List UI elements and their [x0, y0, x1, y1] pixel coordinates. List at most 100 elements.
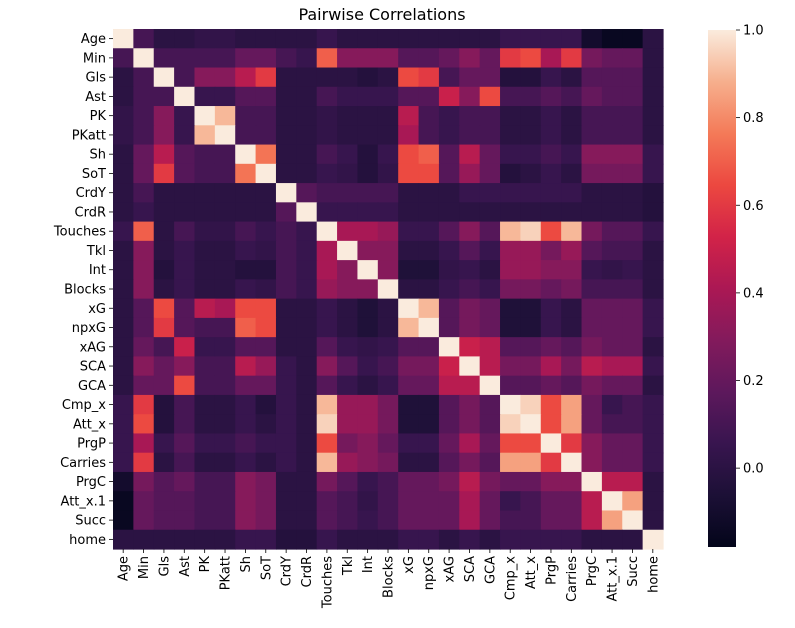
heatmap-cell	[316, 48, 338, 69]
heatmap-cell	[296, 317, 318, 338]
heatmap-cell	[153, 394, 175, 415]
x-tick-label: CrdY	[280, 556, 295, 586]
y-tick-label: Sh	[90, 148, 107, 163]
heatmap-cell	[377, 317, 399, 338]
heatmap-cell	[316, 529, 338, 550]
heatmap-cell	[275, 491, 297, 512]
heatmap-cell	[561, 67, 583, 88]
heatmap-cell	[235, 260, 257, 280]
heatmap-cell	[561, 491, 583, 512]
heatmap-cell	[601, 279, 623, 300]
heatmap-cell	[438, 394, 460, 415]
colorbar-ticks: 0.0 0.2 0.4 0.6 0.8 1.0	[736, 24, 764, 477]
heatmap-cell	[235, 529, 257, 550]
heatmap-cell	[581, 29, 603, 49]
heatmap-cell	[235, 125, 257, 146]
y-tick-label: Tkl	[86, 244, 106, 259]
heatmap-cell	[275, 337, 297, 358]
heatmap-cell	[296, 529, 318, 550]
heatmap-cell	[133, 86, 155, 107]
heatmap-cell	[479, 452, 501, 473]
heatmap-cell	[601, 471, 623, 492]
heatmap-cell	[479, 375, 501, 396]
heatmap-cell	[377, 394, 399, 415]
heatmap-cell	[377, 67, 399, 88]
heatmap-cell	[113, 337, 134, 358]
heatmap-cell	[377, 144, 399, 165]
heatmap-cell	[601, 433, 623, 454]
heatmap-cell	[398, 67, 420, 88]
x-tick-label: Succ	[626, 556, 641, 587]
heatmap-cell	[316, 356, 338, 377]
heatmap-cell	[296, 298, 318, 319]
heatmap-cell	[194, 240, 216, 261]
heatmap-cell	[377, 29, 399, 49]
heatmap-cell	[459, 163, 481, 184]
x-tick-label: npxG	[422, 556, 437, 590]
heatmap-cell	[235, 202, 257, 223]
heatmap-cell	[500, 29, 522, 49]
x-tick-label: CrdR	[300, 556, 315, 587]
heatmap-cell	[459, 433, 481, 454]
y-tick-label: Int	[89, 263, 106, 278]
heatmap-cell	[561, 240, 583, 261]
heatmap-cell	[459, 356, 481, 377]
heatmap-cell	[418, 221, 440, 242]
heatmap-cell	[601, 356, 623, 377]
heatmap-cell	[622, 471, 644, 492]
heatmap-cell	[601, 452, 623, 473]
heatmap-cell	[357, 163, 379, 184]
heatmap-cell	[418, 394, 440, 415]
heatmap-cell	[540, 48, 562, 69]
heatmap-cell	[153, 240, 175, 261]
heatmap-cell	[235, 279, 257, 300]
heatmap-cell	[398, 375, 420, 396]
heatmap-cell	[479, 48, 501, 69]
heatmap-cell	[275, 529, 297, 550]
heatmap-cell	[255, 529, 277, 550]
heatmap-cell	[113, 394, 134, 415]
heatmap-cell	[438, 86, 460, 107]
heatmap-cell	[377, 433, 399, 454]
heatmap-cell	[214, 510, 236, 531]
heatmap-cell	[235, 375, 257, 396]
colorbar-tick-label: 0.4	[743, 286, 764, 301]
heatmap-cell	[113, 221, 134, 242]
heatmap-cell	[357, 279, 379, 300]
y-tick-label: CrdR	[75, 205, 106, 220]
heatmap-cell	[622, 163, 644, 184]
heatmap-cell	[438, 260, 460, 280]
heatmap-cell	[194, 337, 216, 358]
heatmap-cell	[622, 260, 644, 280]
heatmap-cell	[275, 183, 297, 203]
heatmap-cell	[133, 202, 155, 223]
heatmap-cell	[275, 471, 297, 492]
heatmap-cell	[174, 433, 196, 454]
heatmap-cell	[479, 356, 501, 377]
heatmap-cell	[540, 67, 562, 88]
heatmap-cell	[540, 86, 562, 107]
heatmap-cell	[479, 279, 501, 300]
heatmap-cell	[561, 510, 583, 531]
heatmap-cell	[418, 144, 440, 165]
heatmap-cell	[255, 356, 277, 377]
heatmap-cell	[622, 414, 644, 435]
heatmap-cell	[438, 144, 460, 165]
heatmap-cell	[540, 471, 562, 492]
heatmap-cell	[418, 356, 440, 377]
heatmap-cell	[133, 240, 155, 261]
heatmap-cell	[194, 414, 216, 435]
heatmap-cell	[581, 202, 603, 223]
heatmap-cell	[438, 279, 460, 300]
heatmap-cell	[398, 86, 420, 107]
heatmap-cell	[459, 452, 481, 473]
heatmap-cell	[479, 183, 501, 203]
heatmap-cell	[438, 125, 460, 146]
heatmap-cell	[520, 394, 542, 415]
heatmap-cell	[194, 317, 216, 338]
heatmap-cell	[235, 240, 257, 261]
heatmap-cell	[337, 394, 359, 415]
heatmap-cell	[337, 221, 359, 242]
heatmap-cell	[377, 337, 399, 358]
heatmap-cell	[133, 375, 155, 396]
